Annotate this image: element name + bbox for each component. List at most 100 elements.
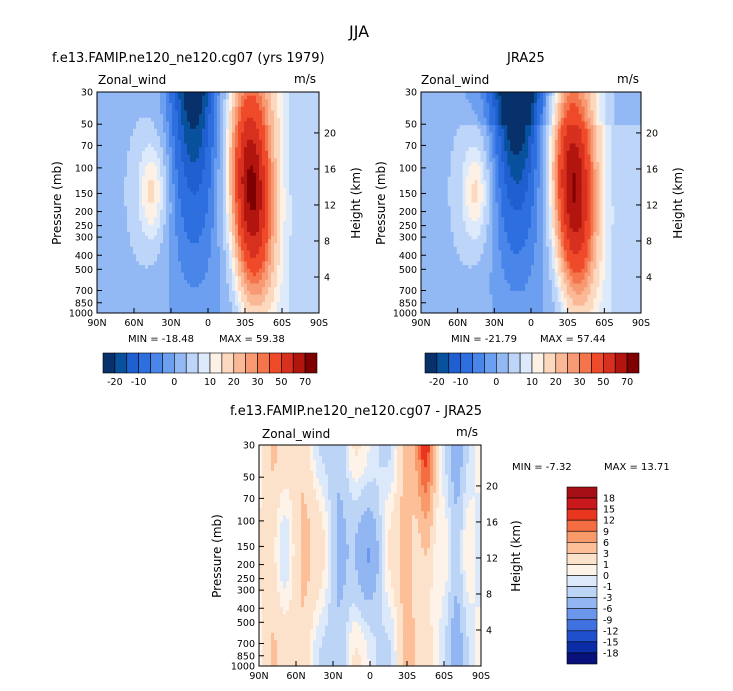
- field-cell: [626, 110, 630, 115]
- field-cell: [136, 106, 140, 112]
- field-cell: [151, 301, 155, 307]
- field-cell: [301, 254, 305, 259]
- field-cell: [253, 125, 257, 130]
- field-cell: [166, 265, 170, 270]
- field-cell: [214, 250, 218, 255]
- field-cell: [163, 220, 167, 226]
- field-cell: [316, 235, 319, 240]
- field-cell: [139, 158, 143, 163]
- field-cell: [151, 125, 155, 130]
- field-cell: [566, 92, 571, 97]
- field-cell: [256, 176, 260, 181]
- field-cell: [193, 246, 197, 251]
- field-cell: [196, 195, 200, 200]
- field-cell: [163, 198, 167, 204]
- field-cell: [304, 217, 308, 222]
- panel-title-diff: f.e13.FAMIP.ne120_ne120.cg07 - JRA25: [230, 404, 483, 419]
- field-cell: [560, 110, 565, 115]
- field-cell: [178, 95, 182, 100]
- field-cell: [444, 106, 449, 112]
- field-cell: [193, 169, 197, 174]
- field-cell: [187, 265, 191, 270]
- field-cell: [226, 265, 230, 270]
- field-cell: [112, 239, 116, 244]
- field-cell: [229, 220, 233, 226]
- field-cell: [109, 294, 113, 299]
- field-cell: [277, 95, 281, 100]
- field-cell: [109, 165, 113, 170]
- field-cell: [133, 132, 137, 137]
- field-cell: [626, 92, 630, 97]
- field-cell: [220, 279, 224, 285]
- field-cell: [151, 206, 155, 211]
- field-cell: [130, 106, 134, 112]
- field-cell: [130, 239, 134, 244]
- field-cell: [106, 158, 110, 163]
- field-cell: [160, 301, 164, 307]
- field-cell: [157, 187, 161, 193]
- field-cell: [241, 276, 245, 281]
- field-cell: [268, 103, 272, 108]
- field-cell: [202, 213, 206, 218]
- field-cell: [133, 158, 137, 163]
- field-cell: [271, 173, 275, 178]
- field-cell: [163, 261, 167, 266]
- field-cell: [133, 180, 137, 185]
- field-cell: [202, 143, 206, 148]
- field-cell: [244, 161, 248, 167]
- field-cell: [166, 220, 170, 226]
- field-cell: [211, 231, 215, 237]
- field-cell: [205, 228, 209, 233]
- field-cell: [250, 217, 254, 222]
- field-cell: [121, 187, 125, 193]
- field-cell: [307, 99, 311, 104]
- field-cell: [456, 110, 461, 115]
- field-cell: [265, 224, 269, 229]
- field-cell: [205, 110, 209, 115]
- field-cell: [256, 125, 260, 130]
- field-cell: [280, 195, 284, 200]
- field-cell: [268, 132, 272, 137]
- field-cell: [223, 257, 227, 263]
- field-cell: [557, 110, 562, 115]
- field-cell: [166, 279, 170, 285]
- field-cell: [316, 139, 319, 145]
- field-cell: [184, 213, 188, 218]
- field-cell: [226, 250, 230, 255]
- field-cell: [581, 92, 586, 97]
- field-cell: [572, 92, 577, 97]
- field-cell: [199, 158, 203, 163]
- field-cell: [127, 184, 131, 189]
- field-cell: [513, 114, 517, 119]
- field-cell: [307, 217, 311, 222]
- field-cell: [593, 114, 597, 119]
- field-cell: [109, 92, 113, 97]
- field-cell: [513, 103, 517, 108]
- field-cell: [199, 239, 203, 244]
- field-cell: [295, 305, 299, 310]
- field-cell: [560, 103, 565, 108]
- field-cell: [211, 106, 215, 112]
- field-cell: [483, 99, 487, 104]
- field-cell: [244, 250, 248, 255]
- field-cell: [247, 173, 251, 178]
- field-cell: [187, 239, 191, 244]
- field-cell: [202, 228, 206, 233]
- field-cell: [590, 110, 595, 115]
- field-cell: [551, 110, 556, 115]
- field-cell: [283, 136, 287, 141]
- field-cell: [97, 294, 101, 299]
- field-cell: [232, 206, 236, 211]
- field-cell: [554, 92, 559, 97]
- field-cell: [166, 202, 170, 207]
- field-cell: [301, 276, 305, 281]
- field-cell: [121, 209, 125, 215]
- field-cell: [304, 136, 308, 141]
- field-cell: [112, 305, 116, 310]
- field-cell: [184, 228, 188, 233]
- field-cell: [136, 250, 140, 255]
- field-cell: [97, 301, 101, 307]
- field-cell: [223, 301, 227, 307]
- field-cell: [492, 95, 496, 100]
- field-cell: [133, 92, 137, 97]
